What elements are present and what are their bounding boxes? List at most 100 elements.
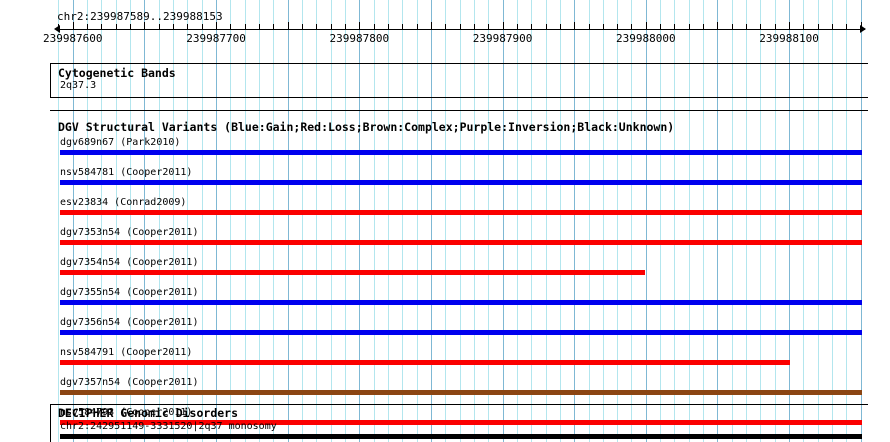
locus-label: chr2:239987589..239988153 (57, 10, 223, 23)
gridline (545, 0, 547, 442)
track-label[interactable]: dgv7354n54 (Cooper2011) (60, 257, 199, 268)
ruler-tick-minor (230, 24, 232, 30)
gridline (660, 0, 662, 442)
ruler-tick-minor (688, 24, 690, 30)
gridline (717, 0, 719, 442)
variant-bar[interactable] (60, 390, 862, 395)
ruler-tick-label: 239987900 (472, 32, 533, 45)
coordinate-ruler[interactable]: chr2:239987589..239988153 239987600 23998… (0, 0, 890, 48)
ruler-tick-minor (473, 24, 475, 30)
ruler-tick-minor (674, 24, 676, 30)
track-label[interactable]: dgv7355n54 (Cooper2011) (60, 287, 199, 298)
gridline (703, 0, 705, 442)
variant-bar[interactable] (60, 360, 790, 365)
track-label[interactable]: nsv584781 (Cooper2011) (60, 167, 193, 178)
gridline (416, 0, 418, 442)
gridline (617, 0, 619, 442)
track-label[interactable]: dgv689n67 (Park2010) (60, 137, 181, 148)
ruler-tick-minor (115, 24, 117, 30)
section-title: Cytogenetic Bands (58, 66, 176, 80)
ruler-tick-minor (316, 24, 318, 30)
ruler-tick-major (717, 22, 719, 30)
gridline (789, 0, 791, 442)
ruler-tick-minor (344, 24, 346, 30)
gridline (387, 0, 389, 442)
variant-bar[interactable] (60, 270, 645, 275)
gridline (774, 0, 776, 442)
ruler-tick-minor (101, 24, 103, 30)
ruler-tick-minor (545, 24, 547, 30)
ruler-tick-label: 239987700 (186, 32, 246, 45)
ruler-tick-minor (173, 24, 175, 30)
variant-bar[interactable] (60, 150, 862, 155)
variant-bar[interactable] (60, 300, 862, 305)
ruler-tick-minor (58, 24, 60, 30)
ruler-tick-minor (445, 24, 447, 30)
variant-bar[interactable] (60, 180, 862, 185)
gridline (631, 0, 633, 442)
gridline (301, 0, 303, 442)
ruler-tick-major (72, 22, 74, 30)
variant-bar[interactable] (60, 210, 862, 215)
gridline (502, 0, 504, 442)
variant-bar[interactable] (60, 420, 862, 425)
ruler-tick-minor (588, 24, 590, 30)
ruler-tick-major (359, 22, 361, 30)
section-divider (50, 404, 868, 405)
gridline (688, 0, 690, 442)
gridline (645, 0, 647, 442)
ruler-tick-minor (373, 24, 375, 30)
gridline (187, 0, 189, 442)
ruler-tick-label: 239988000 (615, 32, 676, 45)
ruler-tick-minor (158, 24, 160, 30)
variant-bar[interactable] (60, 240, 862, 245)
gridline (230, 0, 232, 442)
gridline (574, 0, 576, 442)
ruler-tick-minor (660, 24, 662, 30)
ruler-tick-minor (760, 24, 762, 30)
gridline (602, 0, 604, 442)
ruler-tick-minor (130, 24, 132, 30)
gridline (860, 0, 862, 442)
track-label[interactable]: esv23834 (Conrad2009) (60, 197, 187, 208)
ruler-tick-minor (459, 24, 461, 30)
gridline (216, 0, 218, 442)
ruler-tick-minor (746, 24, 748, 30)
track-label[interactable]: nsv584793 (Cooper2011) (60, 407, 193, 418)
ruler-tick-major (430, 22, 432, 30)
variant-bar[interactable] (60, 330, 862, 335)
track-label[interactable]: 2q37.3 (60, 80, 97, 91)
ruler-tick-minor (387, 24, 389, 30)
gridline (832, 0, 834, 442)
gridline (473, 0, 475, 442)
gridline (273, 0, 275, 442)
ruler-tick-minor (617, 24, 619, 30)
variant-bar[interactable] (60, 434, 862, 439)
ruler-tick-label: 239987600 (42, 32, 103, 45)
gridline (287, 0, 289, 442)
ruler-tick-minor (87, 24, 89, 30)
track-label[interactable]: dgv7357n54 (Cooper2011) (60, 377, 199, 388)
ruler-tick-minor (602, 24, 604, 30)
gridline (259, 0, 260, 442)
ruler-tick-minor (201, 24, 203, 30)
track-label[interactable]: dgv7356n54 (Cooper2011) (60, 317, 199, 328)
gridline (746, 0, 748, 442)
track-label[interactable]: chr2:242951149-3331520|2q37 monosomy (60, 421, 277, 432)
track-label[interactable]: nsv584791 (Cooper2011) (60, 347, 193, 358)
ruler-tick-minor (731, 24, 733, 30)
ruler-tick-major (645, 22, 647, 30)
gridline (588, 0, 590, 442)
ruler-tick-minor (531, 24, 533, 30)
gridline (344, 0, 346, 442)
track-label[interactable]: dgv7353n54 (Cooper2011) (60, 227, 199, 238)
ruler-tick-major (287, 22, 289, 30)
ruler-tick-major (502, 22, 504, 30)
gridline (559, 0, 561, 442)
section-left-border (50, 404, 51, 442)
gridline (531, 0, 533, 442)
gridline (244, 0, 246, 442)
gridline (459, 0, 461, 442)
gridline (488, 0, 490, 442)
